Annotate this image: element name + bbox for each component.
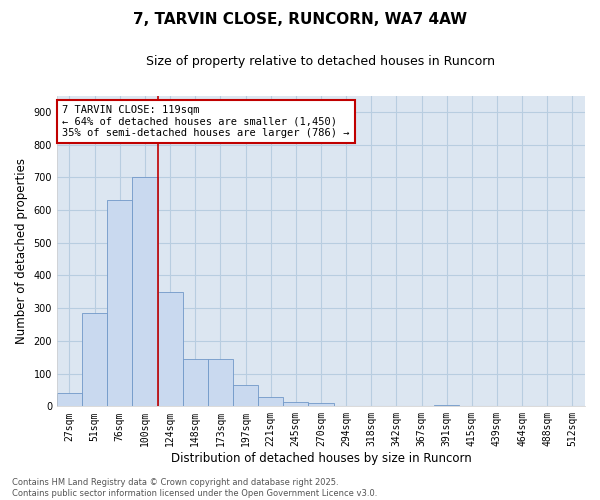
Bar: [283, 402, 308, 406]
Text: 7, TARVIN CLOSE, RUNCORN, WA7 4AW: 7, TARVIN CLOSE, RUNCORN, WA7 4AW: [133, 12, 467, 28]
X-axis label: Distribution of detached houses by size in Runcorn: Distribution of detached houses by size …: [170, 452, 472, 465]
Bar: [434, 404, 459, 406]
Bar: [107, 200, 133, 406]
Bar: [57, 393, 82, 406]
Bar: [308, 403, 334, 406]
Bar: [208, 359, 233, 406]
Text: 7 TARVIN CLOSE: 119sqm
← 64% of detached houses are smaller (1,450)
35% of semi-: 7 TARVIN CLOSE: 119sqm ← 64% of detached…: [62, 105, 350, 138]
Bar: [258, 396, 283, 406]
Title: Size of property relative to detached houses in Runcorn: Size of property relative to detached ho…: [146, 55, 496, 68]
Bar: [133, 178, 158, 406]
Bar: [158, 292, 182, 406]
Text: Contains HM Land Registry data © Crown copyright and database right 2025.
Contai: Contains HM Land Registry data © Crown c…: [12, 478, 377, 498]
Bar: [82, 313, 107, 406]
Y-axis label: Number of detached properties: Number of detached properties: [15, 158, 28, 344]
Bar: [233, 385, 258, 406]
Bar: [182, 359, 208, 406]
